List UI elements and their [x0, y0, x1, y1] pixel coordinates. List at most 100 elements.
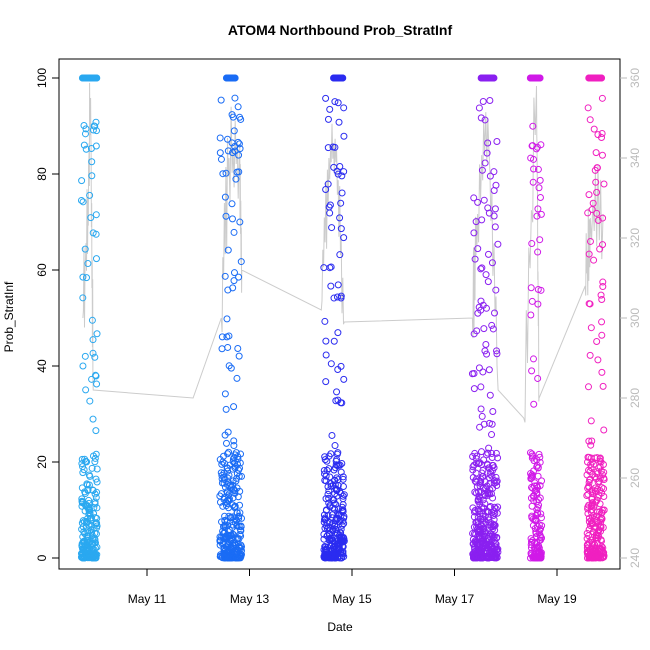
data-point: [216, 456, 224, 464]
data-point: [597, 291, 605, 299]
points-layer: [77, 74, 608, 562]
data-point: [474, 496, 482, 504]
data-point: [600, 506, 608, 514]
data-point: [479, 98, 487, 106]
data-point: [224, 343, 232, 351]
data-point: [233, 508, 241, 516]
data-point: [480, 524, 488, 532]
data-point: [221, 390, 229, 398]
data-point: [334, 366, 342, 374]
data-point: [587, 548, 595, 556]
data-point: [223, 534, 231, 542]
data-point: [596, 457, 604, 465]
data-point: [333, 450, 341, 458]
data-point: [488, 259, 496, 267]
data-point: [590, 540, 598, 548]
data-point: [81, 488, 89, 496]
data-point: [533, 498, 541, 506]
data-point: [597, 458, 605, 466]
data-point: [228, 215, 236, 223]
data-point: [583, 492, 591, 500]
data-point: [596, 455, 604, 463]
chart-title: ATOM4 Northbound Prob_StratInf: [228, 22, 453, 38]
data-point: [484, 516, 492, 524]
axes-layer: May 11 May 13 May 15 May 17 May 19 0 20 40 60 80 1…: [35, 68, 642, 606]
data-point: [327, 360, 335, 368]
data-point: [584, 548, 592, 556]
data-point: [531, 517, 539, 525]
data-point: [236, 218, 244, 226]
data-point: [322, 337, 330, 345]
data-point: [327, 450, 335, 458]
data-point: [229, 284, 237, 292]
data-point: [533, 490, 541, 498]
data-point: [488, 454, 496, 462]
data-point: [225, 471, 233, 479]
data-point: [332, 485, 340, 493]
data-point: [79, 273, 87, 281]
data-point: [93, 74, 101, 82]
data-point: [593, 338, 601, 346]
data-point: [89, 349, 97, 357]
data-point: [529, 552, 537, 560]
data-point: [327, 282, 335, 290]
y-tick-label: 60: [35, 263, 49, 277]
data-point: [219, 170, 227, 178]
data-point: [593, 164, 601, 172]
data-point: [88, 158, 96, 166]
data-point: [329, 143, 337, 151]
data-point: [88, 514, 96, 522]
data-point: [477, 265, 485, 273]
data-point: [236, 501, 244, 509]
data-point: [484, 204, 492, 212]
data-point: [92, 255, 100, 263]
data-point: [225, 526, 233, 534]
data-point: [535, 544, 543, 552]
data-point: [585, 437, 593, 445]
data-point: [222, 502, 230, 510]
data-point: [83, 518, 91, 526]
data-point: [230, 228, 238, 236]
data-point: [471, 547, 479, 555]
data-point: [336, 251, 344, 259]
data-point: [474, 513, 482, 521]
data-point: [235, 523, 243, 531]
data-point: [537, 533, 545, 541]
data-point: [226, 544, 234, 552]
data-point: [85, 505, 93, 513]
data-point: [483, 350, 491, 358]
data-point: [88, 375, 96, 383]
data-point: [225, 495, 233, 503]
data-point: [533, 482, 541, 490]
data-point: [93, 551, 101, 559]
data-point: [599, 278, 607, 286]
data-point: [482, 304, 490, 312]
data-point: [230, 437, 238, 445]
data-point: [328, 224, 336, 232]
data-point: [533, 554, 541, 562]
data-point: [325, 494, 333, 502]
data-point: [587, 454, 595, 462]
data-point: [600, 180, 608, 188]
data-point: [93, 488, 101, 496]
data-point: [591, 487, 599, 495]
data-point: [470, 369, 478, 377]
data-point: [220, 473, 228, 481]
data-point: [222, 169, 230, 177]
data-point: [80, 466, 88, 474]
data-point: [488, 449, 496, 457]
data-point: [493, 138, 501, 146]
data-point: [324, 144, 332, 152]
data-point: [321, 317, 329, 325]
data-point: [230, 269, 238, 277]
data-point: [86, 191, 94, 199]
data-point: [337, 225, 345, 233]
data-point: [481, 159, 489, 167]
data-point: [598, 331, 606, 339]
data-point: [322, 185, 330, 193]
data-point: [535, 501, 543, 509]
data-point: [216, 134, 224, 142]
data-point: [234, 103, 242, 111]
data-point: [483, 451, 491, 459]
data-point: [587, 417, 595, 425]
